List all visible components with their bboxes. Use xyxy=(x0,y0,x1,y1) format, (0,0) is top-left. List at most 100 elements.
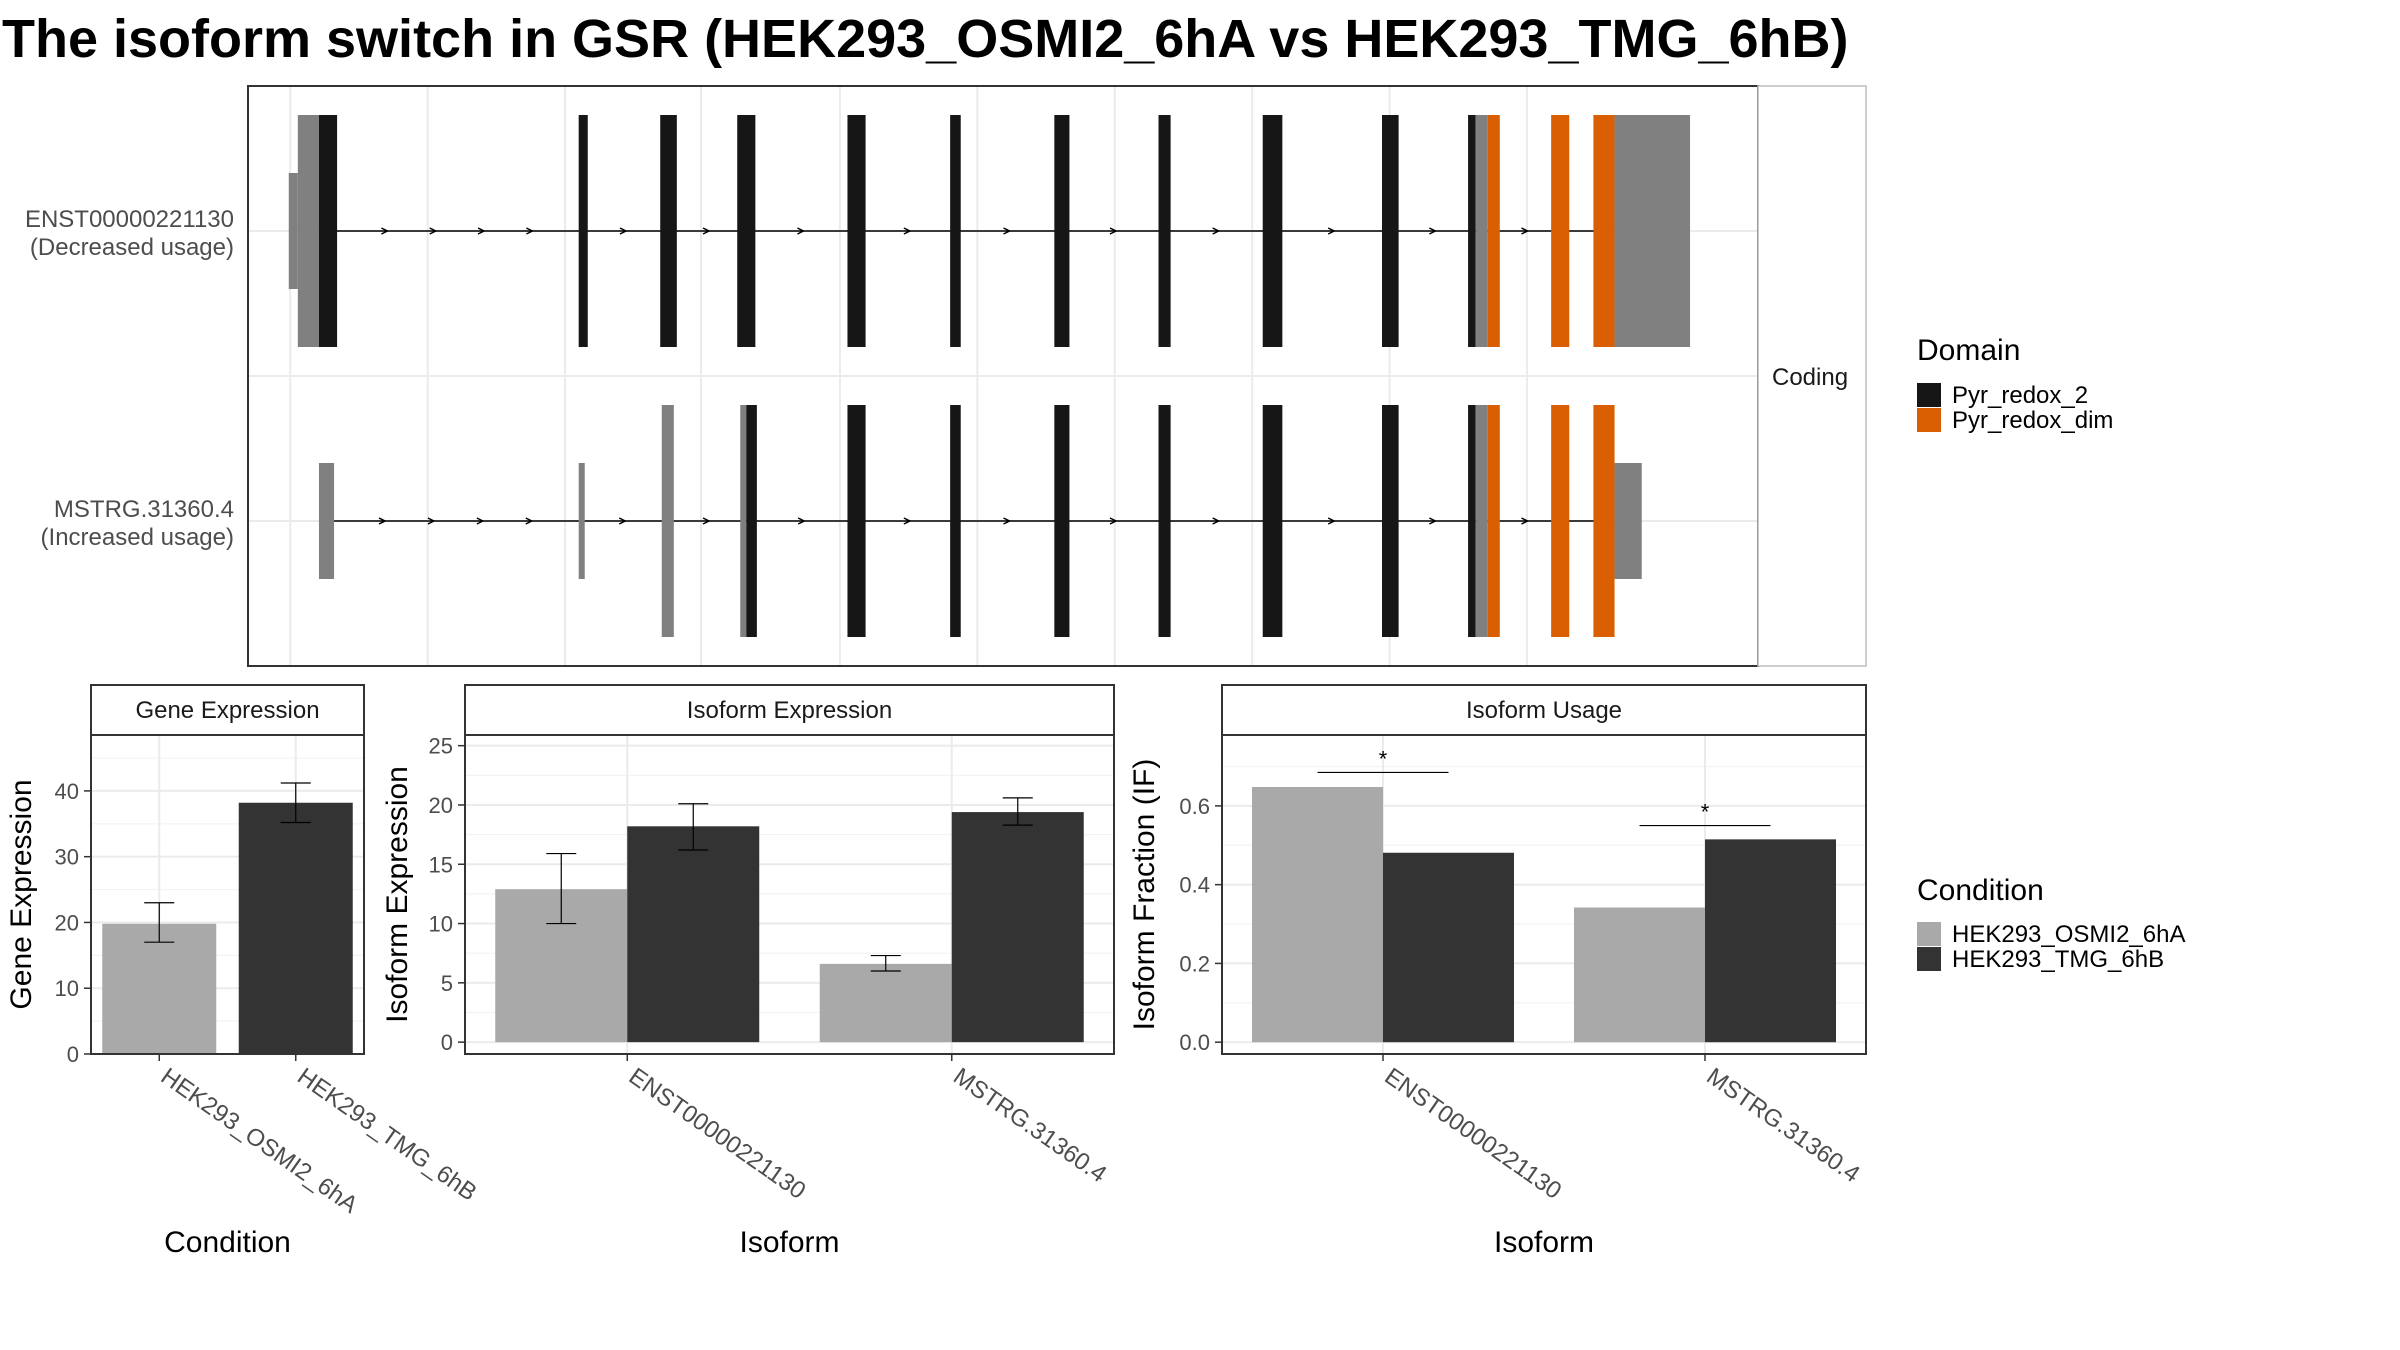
exon-block xyxy=(297,115,319,347)
exon-block xyxy=(1262,405,1283,637)
y-tick-label: 0 xyxy=(441,1030,453,1055)
legend-key-osmi2 xyxy=(1917,922,1941,946)
exon-block xyxy=(1054,405,1070,637)
x-axis-title: Isoform xyxy=(739,1226,839,1259)
panel-strip xyxy=(1221,684,1867,736)
direction-arrow xyxy=(476,517,485,525)
exon-block xyxy=(660,115,677,347)
panel-strip-label: Gene Expression xyxy=(135,697,319,724)
x-axis-title: Isoform xyxy=(1494,1226,1594,1259)
direction-arrow xyxy=(429,227,438,235)
x-tick-label: ENST00000221130 xyxy=(1380,1063,1567,1205)
direction-arrow xyxy=(1212,227,1221,235)
direction-arrow xyxy=(427,517,436,525)
panel-strip xyxy=(90,684,365,736)
panel-strip-label: Isoform Usage xyxy=(1466,697,1622,724)
direction-arrow xyxy=(1429,227,1438,235)
y-tick-label: 40 xyxy=(55,779,79,804)
bar xyxy=(1383,852,1514,1043)
y-tick-label: 25 xyxy=(429,734,453,759)
bar xyxy=(102,923,217,1054)
legend-label-pyr-redox-2: Pyr_redox_2 xyxy=(1952,382,2088,409)
exon-block xyxy=(1382,115,1399,347)
exon-block xyxy=(1468,405,1476,637)
y-tick-label: 30 xyxy=(55,845,79,870)
y-axis-title: Isoform Expression xyxy=(381,766,414,1023)
direction-arrow xyxy=(903,227,912,235)
isoform-usage-panel: 0.0 0.2 0.4 0.6 * * Isoform Usage ENST000002211… xyxy=(1128,684,1867,1259)
y-tick-label: 20 xyxy=(429,793,453,818)
direction-arrow xyxy=(1521,517,1530,525)
isoform-usage-note: (Increased usage) xyxy=(41,524,234,551)
y-tick-label: 0.2 xyxy=(1179,951,1210,976)
bar xyxy=(1252,786,1383,1043)
direction-arrow xyxy=(1109,517,1118,525)
direction-arrow xyxy=(1327,517,1336,525)
exon-block xyxy=(1262,115,1283,347)
isoform-structure-panel: ENST00000221130(Decreased usage) MSTRG.31… xyxy=(25,85,1867,667)
exon-block xyxy=(1487,405,1500,637)
direction-arrow xyxy=(1109,227,1118,235)
x-axis-title: Condition xyxy=(164,1226,291,1259)
direction-arrow xyxy=(477,227,486,235)
direction-arrow xyxy=(619,227,628,235)
legend-label-pyr-redox-dim: Pyr_redox_dim xyxy=(1952,407,2113,434)
legend-label-tmg: HEK293_TMG_6hB xyxy=(1952,946,2164,973)
exon-block xyxy=(318,463,335,579)
condition-legend: Condition HEK293_OSMI2_6hA HEK293_TMG_6h… xyxy=(1917,874,2185,973)
direction-arrow xyxy=(797,517,806,525)
exon-block xyxy=(288,173,298,289)
direction-arrow xyxy=(525,517,534,525)
coding-strip-label: Coding xyxy=(1772,364,1848,391)
y-tick-label: 20 xyxy=(55,910,79,935)
direction-arrow xyxy=(1429,517,1438,525)
exon-block xyxy=(1593,405,1615,637)
exon-block xyxy=(1475,405,1488,637)
exon-block xyxy=(737,115,756,347)
x-tick-label: ENST00000221130 xyxy=(624,1063,811,1205)
figure-title: The isoform switch in GSR (HEK293_OSMI2_… xyxy=(2,9,1849,69)
exon-block xyxy=(1054,115,1070,347)
y-axis-title: Gene Expression xyxy=(5,779,38,1009)
exon-block xyxy=(746,405,757,637)
direction-arrow xyxy=(797,227,806,235)
x-tick-label: MSTRG.31360.4 xyxy=(1702,1063,1865,1188)
legend-key-pyr-redox-dim xyxy=(1917,408,1941,432)
exon-block xyxy=(1551,115,1570,347)
exon-block xyxy=(847,405,866,637)
direction-arrow xyxy=(702,227,711,235)
y-axis-title: Isoform Fraction (IF) xyxy=(1128,759,1161,1031)
isoform-usage-note: (Decreased usage) xyxy=(30,234,234,261)
exon-block xyxy=(950,115,961,347)
legend-key-tmg xyxy=(1917,947,1941,971)
exon-block xyxy=(1475,115,1488,347)
y-tick-label: 0 xyxy=(67,1042,79,1067)
legend-key-pyr-redox-2 xyxy=(1917,383,1941,407)
direction-arrow xyxy=(618,517,627,525)
coding-strip xyxy=(1757,85,1867,667)
legend-label-osmi2: HEK293_OSMI2_6hA xyxy=(1952,921,2185,948)
y-tick-label: 0.6 xyxy=(1179,794,1210,819)
direction-arrow xyxy=(1327,227,1336,235)
exon-block xyxy=(318,115,338,347)
exon-block xyxy=(578,463,585,579)
isoform-label: MSTRG.31360.4 xyxy=(54,496,234,523)
significance-star: * xyxy=(1701,800,1710,825)
condition-legend-title: Condition xyxy=(1917,874,2044,907)
significance-star: * xyxy=(1379,746,1388,771)
exon-block xyxy=(1158,405,1171,637)
direction-arrow xyxy=(903,517,912,525)
exon-block xyxy=(1551,405,1570,637)
exon-block xyxy=(1614,115,1691,347)
domain-legend: Domain Pyr_redox_2 Pyr_redox_dim xyxy=(1917,334,2113,434)
domain-legend-title: Domain xyxy=(1917,334,2020,367)
exon-block xyxy=(740,405,747,637)
direction-arrow xyxy=(378,517,387,525)
direction-arrow xyxy=(1003,227,1012,235)
y-tick-label: 0.4 xyxy=(1179,873,1210,898)
bar xyxy=(627,826,760,1043)
exon-block xyxy=(950,405,961,637)
x-tick-label: MSTRG.31360.4 xyxy=(948,1063,1111,1188)
panel-strip xyxy=(464,684,1115,736)
